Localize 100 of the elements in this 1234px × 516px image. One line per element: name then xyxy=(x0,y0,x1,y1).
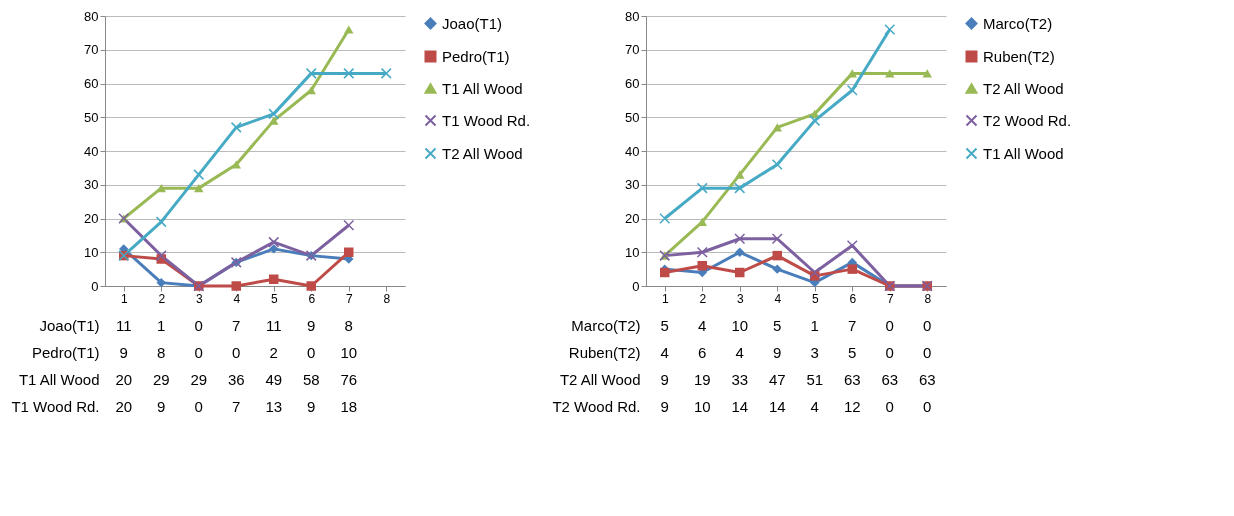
y-tick-label: 60 xyxy=(625,76,640,91)
data-label: 4 xyxy=(698,316,707,334)
x-tick-label: 5 xyxy=(811,291,819,306)
y-tick-label: 60 xyxy=(84,76,99,91)
text: Ruben(T2) xyxy=(568,344,641,361)
text: Joao(T1) xyxy=(39,317,100,334)
legend-label: T2 All Wood xyxy=(983,79,1064,97)
point xyxy=(884,24,896,35)
legend-label: T2 Wood Rd. xyxy=(983,111,1072,129)
data-label: 29 xyxy=(152,370,170,388)
data-label: 11 xyxy=(265,316,282,334)
y-tick-label: 10 xyxy=(84,244,99,260)
x-tick-label: 8 xyxy=(924,291,932,306)
data-label: 9 xyxy=(660,397,669,415)
data-label: 9 xyxy=(307,397,316,415)
y-tick-label: 50 xyxy=(84,109,99,125)
x-tick-label: 6 xyxy=(308,291,316,306)
data-label: 0 xyxy=(923,343,932,361)
point xyxy=(343,67,355,79)
point xyxy=(344,25,354,34)
text: T2 Wood Rd. xyxy=(552,398,641,415)
legend-label: T1 Wood Rd. xyxy=(442,111,531,129)
data-label: 12 xyxy=(843,397,861,415)
point xyxy=(659,213,671,224)
data-label: 19 xyxy=(693,370,711,388)
data-label: 47 xyxy=(768,370,786,388)
y-tick-label: 20 xyxy=(84,211,99,226)
data-label: 2 xyxy=(269,343,278,361)
y-tick-label: 0 xyxy=(632,278,640,294)
point xyxy=(846,84,858,96)
x-tick-label: 3 xyxy=(736,291,744,306)
x-tick-label: 1 xyxy=(661,291,669,306)
data-label: 63 xyxy=(918,370,936,388)
point xyxy=(155,250,167,262)
data-label: 20 xyxy=(115,370,133,388)
y-tick-label: 70 xyxy=(625,42,640,58)
legend-label: Pedro(T1) xyxy=(442,47,510,65)
point xyxy=(696,182,708,194)
data-label: 7 xyxy=(232,397,241,415)
point xyxy=(194,184,204,193)
y-tick-label: 30 xyxy=(625,177,640,193)
data-label: 4 xyxy=(660,343,669,361)
x-tick-label: 4 xyxy=(233,291,241,306)
data-label: 0 xyxy=(307,343,316,361)
point xyxy=(380,67,392,79)
data-label: 51 xyxy=(806,370,824,388)
point xyxy=(735,170,745,179)
point xyxy=(344,247,354,257)
text: Marco(T2) xyxy=(571,317,641,334)
data-label: 14 xyxy=(731,397,749,415)
point xyxy=(735,247,745,257)
data-label: 4 xyxy=(735,343,744,361)
point xyxy=(269,116,279,125)
data-label: 9 xyxy=(660,370,669,388)
point xyxy=(193,169,205,181)
text: T2 All Wood xyxy=(559,371,641,388)
data-label: 7 xyxy=(232,316,241,334)
data-label: 0 xyxy=(923,316,932,334)
data-label: 9 xyxy=(119,343,128,361)
data-label: 0 xyxy=(232,343,241,361)
data-label: 7 xyxy=(848,316,857,334)
point xyxy=(734,182,746,194)
data-label: 0 xyxy=(194,397,203,415)
y-tick-label: 20 xyxy=(625,211,640,226)
legend-label: T1 All Wood xyxy=(983,144,1064,162)
data-label: 8 xyxy=(344,316,353,334)
point xyxy=(305,67,317,79)
data-label: 0 xyxy=(194,343,203,361)
data-label: 33 xyxy=(731,370,749,388)
data-label: 5 xyxy=(848,343,857,361)
y-tick-label: 80 xyxy=(84,8,99,24)
y-tick-label: 10 xyxy=(625,244,640,260)
point xyxy=(771,233,783,245)
legend-label: Joao(T1) xyxy=(442,14,503,32)
x-tick-label: 6 xyxy=(849,291,857,306)
legend-label: T2 All Wood xyxy=(442,144,523,162)
x-tick-label: 2 xyxy=(699,291,707,306)
text: Pedro(T1) xyxy=(31,344,100,361)
data-label: 9 xyxy=(157,397,166,415)
data-label: 0 xyxy=(885,316,894,334)
point xyxy=(697,261,707,271)
y-tick-label: 30 xyxy=(84,177,99,193)
point xyxy=(771,159,783,170)
data-label: 0 xyxy=(923,397,932,415)
x-tick-label: 8 xyxy=(383,291,391,306)
point xyxy=(809,115,821,127)
y-tick-label: 0 xyxy=(91,278,99,294)
data-label: 18 xyxy=(340,397,358,415)
text: T1 Wood Rd. xyxy=(11,398,100,415)
data-label: 76 xyxy=(340,370,358,388)
point xyxy=(660,267,670,278)
data-label: 58 xyxy=(302,370,320,388)
point xyxy=(809,267,821,278)
x-tick-label: 5 xyxy=(270,291,278,306)
data-label: 4 xyxy=(810,397,819,415)
text: T1 All Wood xyxy=(18,371,100,388)
y-tick-label: 40 xyxy=(625,143,640,159)
point xyxy=(269,244,279,254)
x-tick-label: 3 xyxy=(195,291,203,306)
y-tick-label: 40 xyxy=(84,143,99,159)
